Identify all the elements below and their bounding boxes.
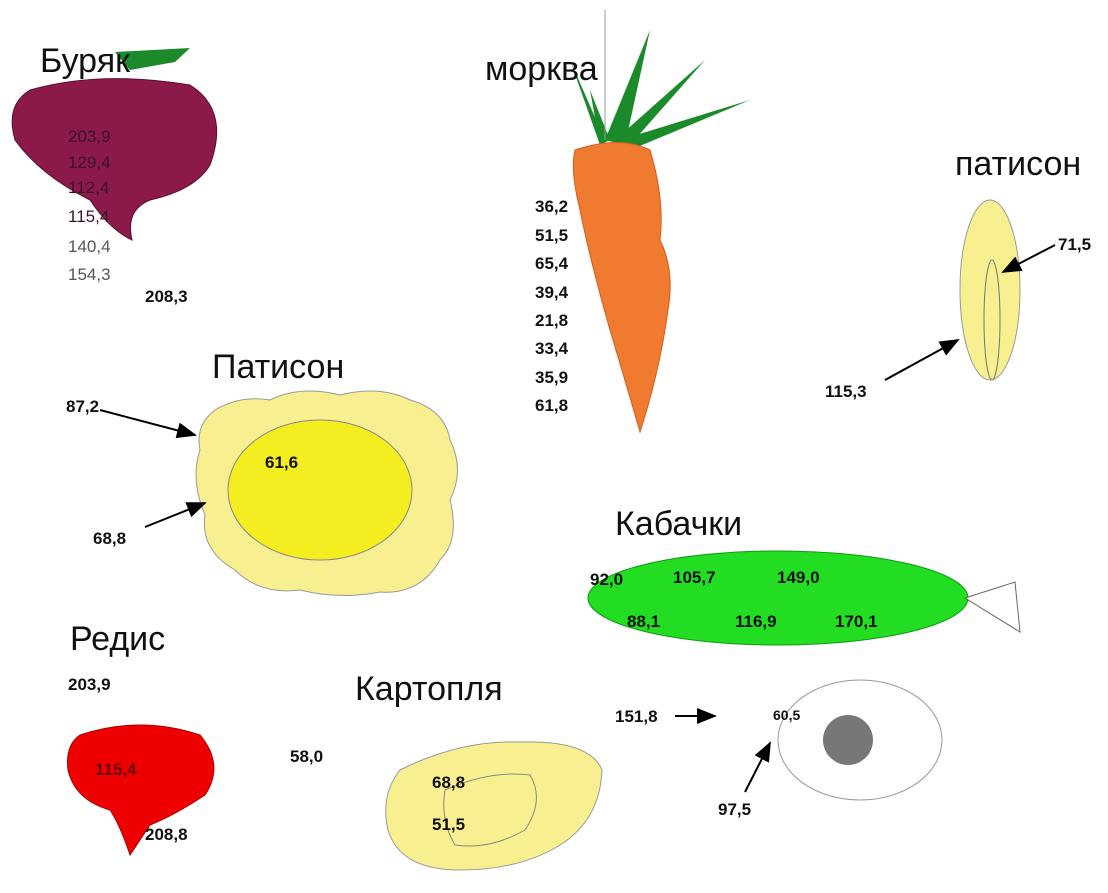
value: 92,0 [590, 570, 623, 589]
value: 61,8 [535, 396, 568, 415]
value: 65,4 [535, 254, 569, 273]
value: 115,3 [825, 382, 867, 401]
beet [12, 79, 217, 240]
title: патисон [955, 145, 1081, 183]
value: 97,5 [718, 800, 751, 819]
title: Буряк [40, 42, 131, 80]
value: 21,8 [535, 311, 568, 330]
value: 115,4 [95, 760, 137, 779]
value: 68,8 [93, 529, 126, 548]
value: 71,5 [1058, 235, 1091, 254]
value: 68,8 [432, 773, 465, 792]
value: 112,4 [68, 178, 109, 197]
value: 115,4 [68, 207, 109, 226]
value: 88,1 [627, 612, 660, 631]
value: 208,3 [145, 287, 188, 306]
value: 60,5 [773, 707, 800, 723]
squash-core [984, 260, 1000, 380]
value: 35,9 [535, 368, 568, 387]
value: 203,9 [68, 127, 111, 146]
value: 61,6 [265, 453, 298, 472]
diagram: Буряк 203,9 129,4 112,4 115,4 140,4 154,… [0, 0, 1108, 893]
value: 105,7 [673, 568, 716, 587]
arrow [145, 503, 205, 527]
value: 33,4 [535, 339, 569, 358]
eye-center [823, 715, 873, 765]
value: 208,8 [145, 825, 188, 844]
title: Картопля [355, 670, 503, 708]
title: Кабачки [615, 505, 742, 543]
squash-center [228, 420, 412, 560]
title: морква [485, 50, 598, 88]
value: 39,4 [535, 283, 569, 302]
carrot [573, 143, 670, 433]
value: 140,4 [68, 237, 111, 256]
value: 87,2 [66, 397, 99, 416]
value: 154,3 [68, 265, 111, 284]
radish [68, 725, 214, 855]
zucchini-tail [965, 582, 1020, 632]
value: 51,5 [535, 226, 568, 245]
value: 51,5 [432, 815, 465, 834]
value: 58,0 [290, 747, 323, 766]
title: Патисон [212, 348, 344, 386]
carrot-leaves [570, 30, 750, 148]
value: 116,9 [735, 612, 777, 631]
value: 203,9 [68, 675, 111, 694]
value: 36,2 [535, 197, 568, 216]
value: 129,4 [68, 153, 111, 172]
value: 151,8 [615, 707, 658, 726]
value: 170,1 [835, 612, 878, 631]
arrow [745, 743, 770, 792]
title: Редис [70, 620, 165, 658]
value: 149,0 [777, 568, 820, 587]
potato [386, 742, 602, 870]
arrow [100, 410, 195, 435]
arrow [885, 340, 958, 380]
